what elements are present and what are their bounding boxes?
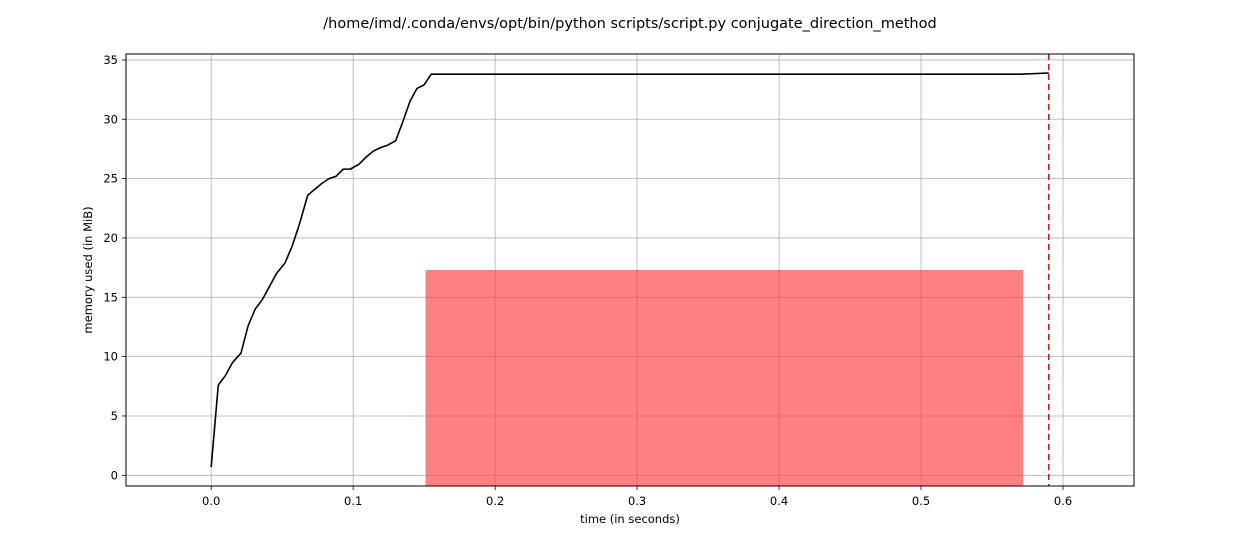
chart-title: /home/imd/.conda/envs/opt/bin/python scr… bbox=[323, 16, 936, 32]
y-tick-label: 35 bbox=[103, 53, 118, 67]
highlight-region bbox=[425, 270, 1024, 486]
x-axis-ticks: 0.0 0.1 0.2 0.3 0.4 0.5 0.6 bbox=[202, 486, 1072, 508]
y-tick-label: 25 bbox=[103, 172, 118, 186]
x-tick-label: 0.1 bbox=[344, 494, 362, 508]
y-tick-label: 15 bbox=[103, 290, 118, 304]
highlight-box bbox=[425, 270, 1024, 486]
y-tick-label: 20 bbox=[103, 231, 118, 245]
y-axis-ticks: 0 5 10 15 20 25 30 35 bbox=[103, 53, 126, 482]
y-tick-label: 5 bbox=[111, 409, 118, 423]
x-tick-label: 0.0 bbox=[202, 494, 220, 508]
x-tick-label: 0.6 bbox=[1054, 494, 1072, 508]
x-tick-label: 0.4 bbox=[770, 494, 788, 508]
y-axis-label: memory used (in MiB) bbox=[81, 206, 95, 333]
x-tick-label: 0.3 bbox=[628, 494, 646, 508]
y-tick-label: 10 bbox=[103, 350, 118, 364]
memory-line bbox=[210, 72, 1049, 468]
y-tick-label: 0 bbox=[111, 468, 118, 482]
memory-series bbox=[210, 72, 1049, 468]
x-axis-label: time (in seconds) bbox=[580, 512, 680, 526]
y-tick-label: 30 bbox=[103, 112, 118, 126]
x-tick-label: 0.2 bbox=[486, 494, 504, 508]
plot-frame bbox=[125, 53, 1135, 487]
x-tick-label: 0.5 bbox=[912, 494, 930, 508]
